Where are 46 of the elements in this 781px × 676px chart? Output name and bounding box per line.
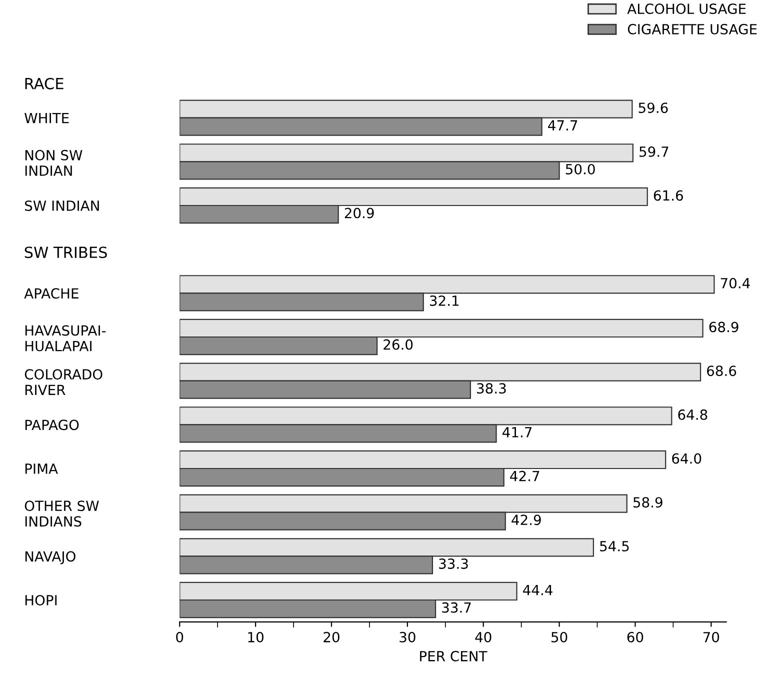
x-axis-title: PER CENT xyxy=(420,650,488,662)
y-tick-label: HOPI xyxy=(25,594,57,606)
text: RACE xyxy=(25,78,64,90)
data-label: 58.9 xyxy=(633,497,662,508)
data-label: 26.0 xyxy=(384,339,413,350)
y-tick-label: COLORADO RIVER xyxy=(24,369,102,395)
x-tick-label: 30 xyxy=(400,632,416,642)
legend-label: CIGARETTE USAGE xyxy=(628,24,757,34)
data-label: 38.3 xyxy=(477,383,506,394)
y-tick-label: HAVASUPAI- HUALAPAI xyxy=(25,325,106,352)
y-tick-label: APACHE xyxy=(24,288,78,299)
y-tick-label: NAVAJO xyxy=(25,551,76,564)
x-tick-label: 70 xyxy=(703,632,720,642)
y-tick-label: OTHER SW INDIANS xyxy=(24,500,99,527)
y-tick-label: NON SW INDIAN xyxy=(25,150,82,176)
data-label: 32.1 xyxy=(430,295,459,306)
data-label: 70.4 xyxy=(720,278,750,288)
y-tick-label: SW INDIAN xyxy=(24,200,99,211)
x-tick-label: 0 xyxy=(176,632,184,642)
data-label: 59.7 xyxy=(640,146,668,157)
x-tick-label: 60 xyxy=(627,632,644,642)
legend-label: ALCOHOL USAGE xyxy=(627,4,746,14)
data-label: 54.5 xyxy=(600,541,629,552)
data-label: 59.6 xyxy=(638,102,668,114)
data-label: 47.7 xyxy=(548,120,578,130)
data-label: 33.7 xyxy=(442,602,471,613)
x-tick-label: 10 xyxy=(248,632,264,642)
data-label: 61.6 xyxy=(654,190,683,201)
data-label: 42.7 xyxy=(510,470,540,482)
data-label: 41.7 xyxy=(502,427,532,438)
data-label: 33.3 xyxy=(439,558,468,569)
x-tick-label: 20 xyxy=(324,632,340,642)
data-label: 42.9 xyxy=(512,514,541,526)
data-label: 68.9 xyxy=(709,322,738,332)
y-tick-label: WHITE xyxy=(24,112,69,124)
y-tick-label: PIMA xyxy=(25,464,58,474)
data-label: 64.0 xyxy=(672,453,702,464)
data-label: 20.9 xyxy=(344,208,374,218)
data-label: 68.6 xyxy=(707,366,736,376)
data-label: 44.4 xyxy=(522,584,552,596)
x-tick-label: 50 xyxy=(552,632,568,642)
data-label: 64.8 xyxy=(678,409,708,420)
data-label: 50.0 xyxy=(566,164,595,174)
text: SW TRIBES xyxy=(24,246,107,258)
x-tick-label: 40 xyxy=(475,632,492,642)
y-tick-label: PAPAGO xyxy=(25,420,79,430)
